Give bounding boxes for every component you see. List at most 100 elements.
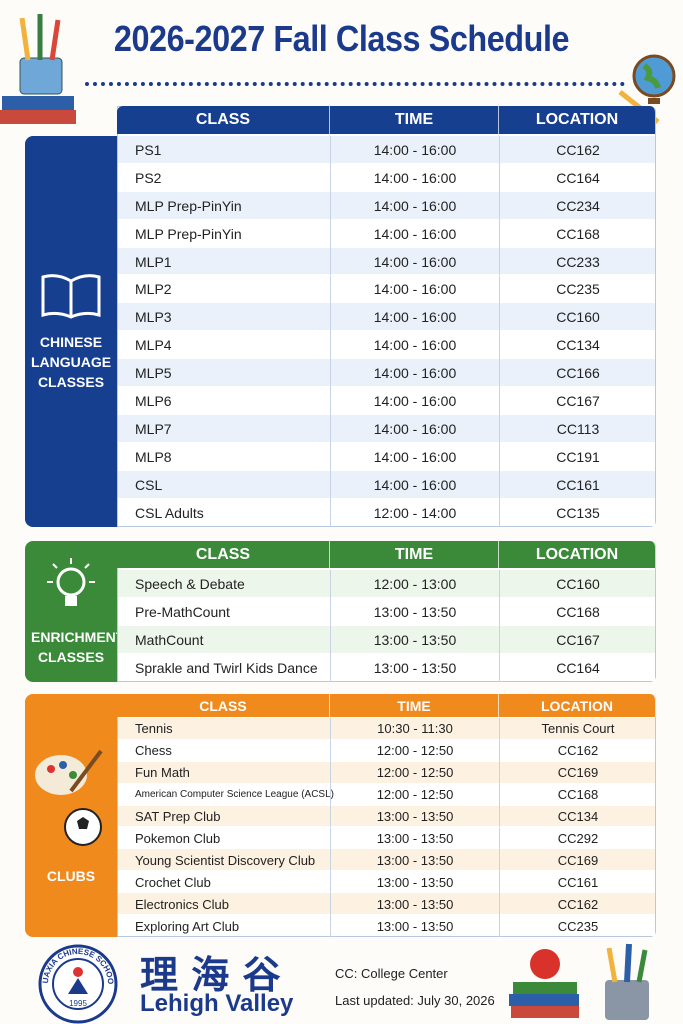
table-cell: 10:30 - 11:30 [330,718,499,740]
table-cell: CC292 [499,827,656,850]
section-panel: ENRICHMENT CLASSES [25,541,125,682]
school-logo: HUAXIA CHINESE SCHOOL 1995 [38,944,118,1024]
table-cell: American Computer Science League (ACSL) [135,789,334,801]
table-cell: CC234 [499,191,656,220]
row-background [118,331,655,359]
column-header: LOCATION [499,541,656,568]
table-cell: 12:00 - 14:00 [330,498,499,527]
english-name: Lehigh Valley [140,990,294,1017]
table-cell: 14:00 - 16:00 [330,163,499,192]
row-background [118,849,655,871]
column-header: CLASS [117,694,330,717]
table-cell: CC161 [499,871,656,894]
row-background [118,275,655,303]
table-cell: MLP8 [135,448,172,465]
table-cell: 13:00 - 13:50 [330,805,499,828]
table-cell: MLP1 [135,253,172,270]
section-label: ENRICHMENT CLASSES [31,629,125,665]
divider [85,82,625,86]
table-cell: PS2 [135,169,162,186]
table-cell: Speech & Debate [135,576,245,592]
table-cell: 14:00 - 16:00 [330,470,499,499]
table-cell: Electronics Club [135,896,229,912]
table-cell: CC162 [499,739,656,762]
table-cell: CC168 [499,219,656,248]
table-cell: 12:00 - 12:50 [330,739,499,762]
table-cell: Fun Math [135,765,190,781]
table-cell: Sprakle and Twirl Kids Dance [135,660,318,676]
row-background [118,415,655,442]
table-cell: CC162 [499,893,656,916]
art-ball-icon [35,749,103,846]
section-label: CLUBS [46,868,96,884]
pencil-cup-illustration [0,14,76,124]
table-cell: CC134 [499,331,656,360]
row-background [118,387,655,414]
row-background [118,598,655,625]
table-cell: CC160 [499,570,656,598]
table-cell: CC167 [499,387,656,415]
section-icon [31,745,111,860]
updated: Last updated: July 30, 2026 [335,993,495,1008]
table-cell: CC164 [499,654,656,682]
table-cell: CC161 [499,470,656,499]
table-cell: MLP6 [135,393,172,410]
row-background [118,893,655,915]
table-cell: 14:00 - 16:00 [330,136,499,164]
table-cell: CC113 [499,415,656,443]
books-illustration [509,943,649,1020]
row-background [118,247,655,275]
table-cell: CC235 [499,275,656,304]
table-cell: CC168 [499,783,656,806]
table-cell: MLP4 [135,337,172,354]
table-cell: CSL [135,476,163,493]
table-cell: CC166 [499,359,656,388]
column-header: LOCATION [499,106,656,134]
table-cell: CSL Adults [135,504,204,521]
section-label: CHINESE LANGUAGE CLASSES [31,334,112,390]
row-background [118,871,655,893]
table-cell: SAT Prep Club [135,809,221,825]
table-cell: 14:00 - 16:00 [330,247,499,276]
table-cell: Exploring Art Club [135,918,240,934]
table-cell: 14:00 - 16:00 [330,191,499,220]
row-background [118,442,655,470]
table-cell: CC164 [499,163,656,192]
table-cell: 14:00 - 16:00 [330,275,499,304]
table-cell: Pokemon Club [135,830,221,846]
row-background [118,136,655,163]
table-cell: MLP Prep-PinYin [135,197,242,214]
table-cell: CC162 [499,136,656,164]
section-icon [41,556,101,621]
table-cell: 14:00 - 16:00 [330,331,499,360]
column-header: LOCATION [499,694,656,717]
table-cell: CC235 [499,915,656,937]
row-background [118,915,655,936]
row-background [118,303,655,331]
table-cell: 12:00 - 12:50 [330,761,499,784]
table-cell: MathCount [135,632,204,648]
column-header: CLASS [117,541,330,568]
table-cell: CC169 [499,761,656,784]
row-background [118,761,655,783]
row-background [118,718,655,739]
table-cell: 13:00 - 13:50 [330,598,499,626]
table-cell: Tennis Court [499,718,656,740]
section-panel: CLUBS [25,694,117,937]
row-background [118,191,655,219]
table-cell: 13:00 - 13:50 [330,871,499,894]
table-cell: 13:00 - 13:50 [330,893,499,916]
table-cell: 12:00 - 13:00 [330,570,499,598]
table-cell: CC167 [499,626,656,654]
table-cell: MLP5 [135,365,172,382]
book-icon [41,274,101,319]
table-cell: Tennis [135,721,173,737]
row-background [118,570,655,597]
table-cell: 13:00 - 13:50 [330,654,499,682]
chinese-name: 理 海 谷 [140,953,281,997]
column-header: TIME [330,106,499,134]
table-cell: Crochet Club [135,874,211,890]
table-cell: CC191 [499,442,656,471]
table-cell: 14:00 - 16:00 [330,303,499,332]
